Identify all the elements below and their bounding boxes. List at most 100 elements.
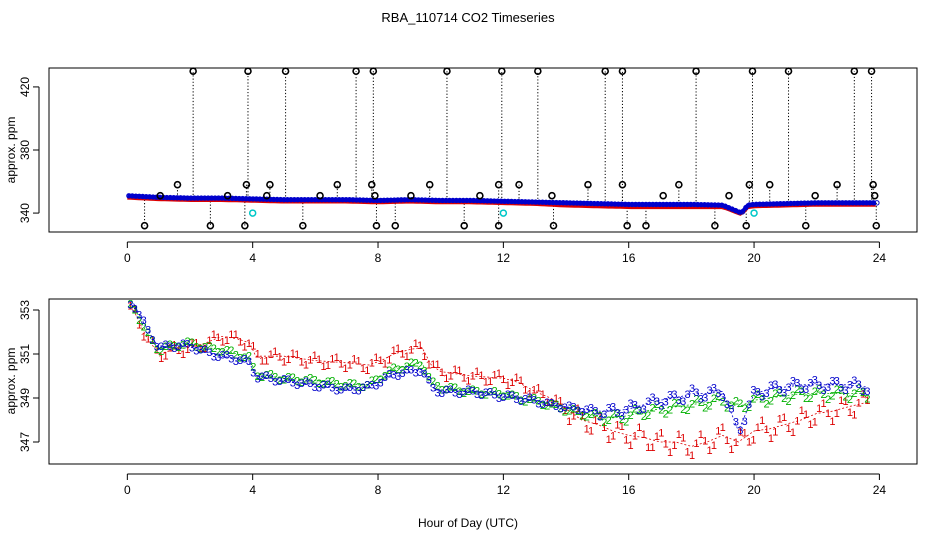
spike-high-marker <box>443 67 451 75</box>
series-3-point: 3 <box>689 383 695 395</box>
series-3-point: 3 <box>553 401 559 413</box>
baseline-point <box>419 197 425 203</box>
series-1-point: 1 <box>334 352 340 364</box>
series-1-point: 1 <box>601 422 607 434</box>
series-2-point: 2 <box>171 341 177 353</box>
bottom-y-axis: 347 349 351 353 <box>18 300 40 452</box>
baseline-point <box>236 195 242 202</box>
baseline-point <box>532 199 539 205</box>
baseline-point <box>126 193 132 199</box>
baseline-point <box>529 199 535 205</box>
spike-high-marker <box>601 67 610 75</box>
series-2-point: 2 <box>399 365 405 377</box>
baseline-point <box>457 197 463 204</box>
series-1-point: 1 <box>592 415 598 427</box>
series-2-point: 2 <box>557 403 563 415</box>
baseline-point <box>660 201 666 208</box>
series-2-point: 2 <box>544 400 550 412</box>
series-3-point: 3 <box>706 385 712 397</box>
series-1-point: 1 <box>764 424 770 436</box>
y-tick-label: 340 <box>18 203 32 223</box>
series-1-point: 1 <box>176 345 182 357</box>
baseline-point <box>719 202 725 208</box>
baseline-point <box>784 200 790 207</box>
baseline-point <box>408 197 415 203</box>
baseline-point <box>677 201 684 208</box>
series-1-point: 1 <box>742 427 748 439</box>
series-1-point: 1 <box>750 435 756 447</box>
series-3-point: 3 <box>628 398 634 410</box>
series-3-point: 3 <box>575 405 581 417</box>
baseline-point <box>239 195 246 202</box>
series-3-point: 3 <box>369 380 375 392</box>
series-1-point: 1 <box>579 410 585 422</box>
series-3-point: 3 <box>202 344 208 356</box>
series-3-point: 3 <box>483 387 489 399</box>
spike-low-marker <box>316 191 324 200</box>
series-3-point: 3 <box>733 416 739 428</box>
series-3-point: 3 <box>518 396 524 408</box>
baseline-point <box>832 200 839 206</box>
series-3-point: 3 <box>715 388 721 400</box>
series-1-point: 1 <box>711 440 717 452</box>
series-2-point: 2 <box>606 415 612 427</box>
baseline-point <box>746 202 753 208</box>
series-1-point: 1 <box>505 380 511 392</box>
series-2-point: 2 <box>255 371 261 383</box>
baseline-point <box>798 200 804 206</box>
series-2-point: 2 <box>224 344 230 356</box>
series-1-point: 1 <box>799 405 805 417</box>
baseline-point <box>398 197 404 203</box>
series-3-point: 3 <box>803 384 809 396</box>
series-1-point: 1 <box>478 370 484 382</box>
series-2-point: 2 <box>470 384 476 396</box>
series-2-point: 2 <box>285 371 291 383</box>
y-tick-label: 380 <box>18 140 32 160</box>
baseline-point <box>191 195 198 201</box>
series-3-point: 3 <box>509 390 515 402</box>
series-3-point: 3 <box>522 394 528 406</box>
series-3-point: 3 <box>834 376 840 388</box>
series-3-point: 3 <box>685 389 691 401</box>
series-1-point: 1 <box>443 373 449 385</box>
series-1-point: 1 <box>299 356 305 368</box>
x-tick-label: 20 <box>747 483 761 497</box>
baseline-point <box>801 200 808 206</box>
series-3-point: 3 <box>768 380 774 392</box>
series-2-point: 2 <box>654 399 660 411</box>
series-1-point: 1 <box>307 354 313 366</box>
spike-mid-marker <box>173 180 182 189</box>
bottom-panel: 1111111111111111111111111111111111111111… <box>4 298 918 497</box>
series-2-point: 2 <box>369 375 375 387</box>
series-2-point: 2 <box>706 401 712 413</box>
series-2-point: 2 <box>733 396 739 408</box>
baseline-point <box>498 198 504 204</box>
series-3-point: 3 <box>579 406 585 418</box>
spike-high-marker <box>692 67 700 75</box>
baseline-point <box>512 198 518 205</box>
baseline-point <box>291 196 298 203</box>
series-3-point: 3 <box>303 376 309 388</box>
spike-high-marker <box>867 67 876 75</box>
series-2-point: 2 <box>377 374 383 386</box>
series-3-point: 3 <box>632 400 638 412</box>
series-3-point: 3 <box>785 382 791 394</box>
series-2-point: 2 <box>856 383 862 395</box>
baseline-point <box>794 200 801 207</box>
series-3-point: 3 <box>623 405 629 417</box>
series-3-point: 3 <box>149 335 155 347</box>
series-1-point: 1 <box>772 427 778 439</box>
top-x-axis: 0 4 8 12 16 20 24 <box>124 241 886 265</box>
series-2-point: 2 <box>250 361 256 373</box>
series-1-point: 1 <box>320 361 326 373</box>
baseline-point <box>536 199 542 205</box>
series-1-point: 1 <box>636 422 642 434</box>
series-3-point: 3 <box>364 379 370 391</box>
series-1-point: 1 <box>588 426 594 438</box>
series-1-point: 1 <box>382 359 388 371</box>
series-1-point: 1 <box>807 419 813 431</box>
series-2-point: 2 <box>281 374 287 386</box>
series-1-point: 1 <box>838 395 844 407</box>
baseline-point <box>301 196 308 203</box>
baseline-point <box>181 195 187 201</box>
